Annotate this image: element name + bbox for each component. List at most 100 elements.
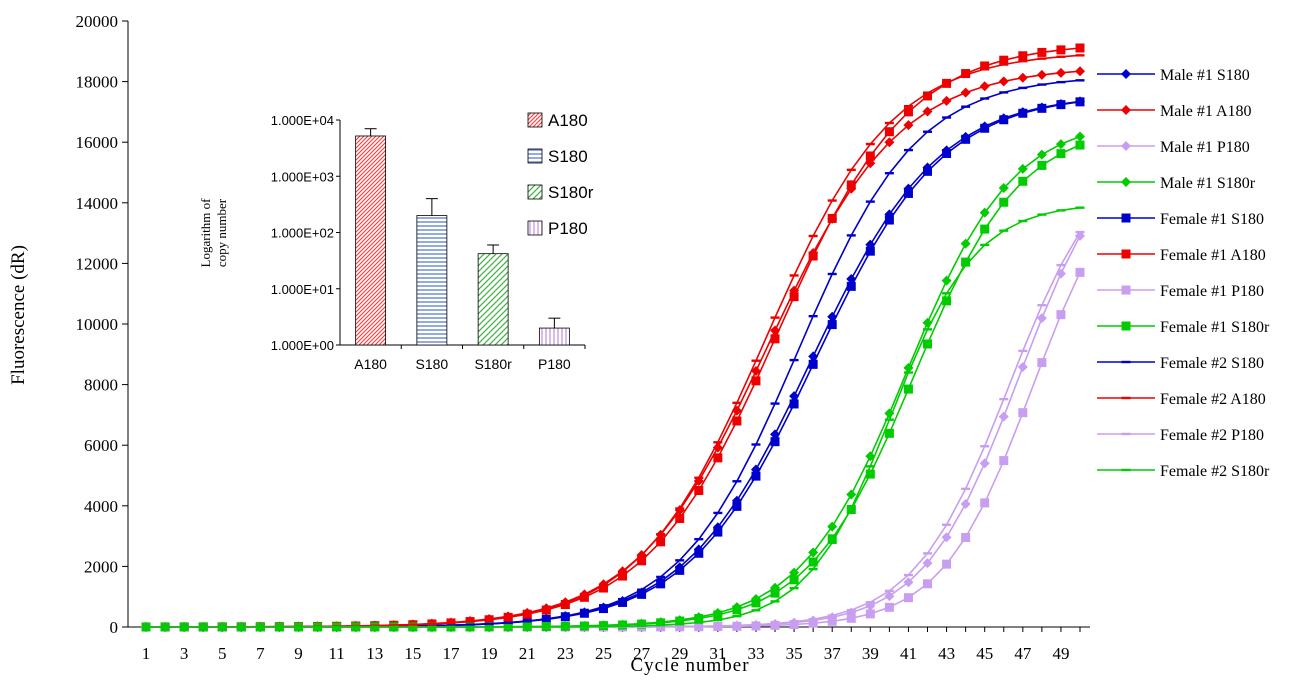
data-point [141, 625, 151, 629]
data-point [332, 625, 342, 629]
data-point [446, 621, 456, 625]
data-point [751, 609, 761, 612]
data-point [865, 151, 875, 161]
data-point [408, 623, 418, 626]
data-point [579, 625, 589, 628]
data-point [941, 532, 952, 543]
data-point [999, 229, 1009, 232]
data-point [903, 371, 913, 374]
data-point [351, 625, 361, 629]
x-tick-label: 23 [557, 644, 574, 663]
data-point [293, 625, 303, 629]
data-point [503, 621, 513, 624]
data-point [789, 575, 799, 585]
inset-legend-swatch [527, 148, 543, 164]
data-point [980, 123, 990, 133]
data-point [427, 622, 437, 626]
data-point [923, 91, 933, 95]
legend-label: Female #1 S180 [1160, 211, 1264, 228]
data-point [503, 615, 513, 619]
data-point [656, 537, 666, 547]
data-point [770, 437, 780, 447]
data-point [789, 292, 799, 302]
x-tick-label: 29 [671, 644, 688, 663]
data-point [999, 55, 1009, 65]
data-point [1018, 219, 1028, 223]
data-point [694, 621, 704, 624]
data-point [808, 314, 818, 318]
y-axis-label: Fluorescence (dR) [8, 245, 29, 385]
data-point [694, 548, 704, 558]
data-point [865, 246, 875, 256]
data-point [675, 559, 685, 562]
data-point [1018, 108, 1028, 118]
legend-item: Female #1 S180r [1097, 319, 1270, 336]
series-male-1-s180r [141, 131, 1085, 632]
data-point [961, 134, 971, 144]
data-point [1018, 408, 1028, 418]
main-plot-axes: 0 2000 4000 6000 8000 10000 12000 14000 16000 180… [76, 12, 1090, 663]
data-point [713, 527, 723, 537]
legend-item: Male #1 S180 [1097, 67, 1250, 84]
main-legend: Male #1 S180 Male #1 A180 Male #1 P180 Male… [1097, 67, 1270, 480]
data-point [1037, 304, 1047, 307]
data-point [865, 469, 875, 479]
data-point [884, 215, 894, 225]
data-point [884, 137, 895, 148]
y-tick-label: 8000 [84, 376, 118, 395]
data-point [637, 619, 647, 629]
data-point [865, 465, 875, 468]
data-point [979, 458, 990, 469]
data-point [656, 618, 666, 628]
data-point [903, 104, 913, 108]
data-point [941, 95, 952, 106]
data-point [618, 570, 628, 574]
data-point [980, 61, 990, 71]
data-point [160, 625, 170, 629]
data-point [1056, 55, 1066, 58]
data-point [770, 600, 780, 603]
data-point [808, 567, 818, 571]
legend-item: Female #1 S180 [1097, 211, 1264, 228]
data-point [808, 557, 818, 567]
inset-x-tick-label: S180r [474, 356, 512, 372]
data-point [789, 620, 799, 623]
data-point [1017, 163, 1028, 174]
data-point [789, 620, 799, 630]
inset-bar-s180r [477, 253, 509, 346]
data-point [1075, 43, 1085, 53]
data-point [1036, 149, 1047, 160]
legend-label: Female #2 S180r [1160, 463, 1270, 480]
series-female-2-s180 [141, 79, 1085, 629]
data-point [961, 257, 971, 267]
data-point [846, 489, 857, 500]
x-tick-label: 3 [180, 644, 189, 663]
data-point [1056, 80, 1066, 84]
data-point [998, 182, 1009, 193]
data-point [618, 571, 628, 581]
data-point [1121, 69, 1131, 79]
data-point [1055, 139, 1066, 150]
y-tick-label: 18000 [76, 73, 119, 92]
data-point [694, 485, 704, 495]
inset-legend-label: S180r [548, 183, 594, 202]
main-plot-series [141, 43, 1085, 632]
inset-legend-swatch [527, 220, 543, 236]
data-point [942, 116, 952, 119]
x-axis-label: Cycle number [630, 655, 749, 676]
x-tick-label: 35 [786, 644, 803, 663]
data-point [1056, 45, 1066, 55]
legend-item: Male #1 S180r [1097, 175, 1256, 192]
y-tick-label: 16000 [76, 133, 119, 152]
data-point [865, 600, 875, 604]
data-point [313, 625, 323, 629]
data-point [389, 625, 399, 629]
data-point [446, 625, 456, 629]
data-point [827, 521, 838, 532]
data-point [923, 328, 933, 331]
legend-item: Male #1 A180 [1097, 103, 1252, 120]
data-point [1037, 160, 1047, 170]
data-point [1018, 51, 1028, 61]
data-point [1121, 432, 1131, 436]
data-point [865, 609, 875, 619]
